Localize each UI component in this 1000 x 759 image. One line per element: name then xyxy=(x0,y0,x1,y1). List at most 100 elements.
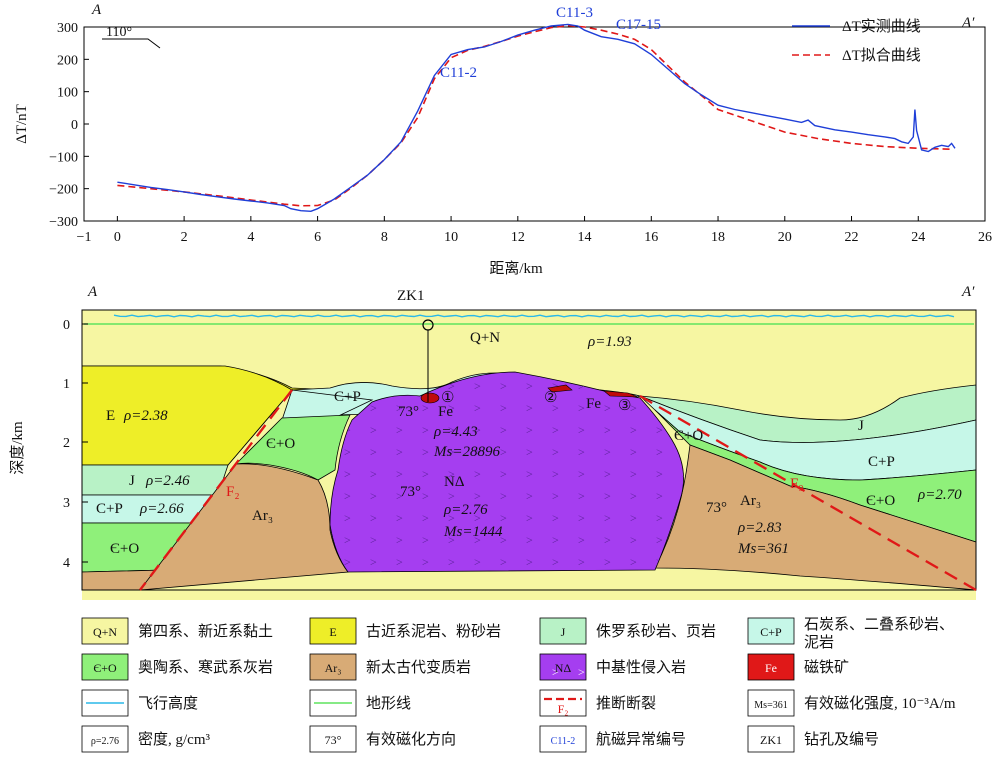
legend-fit-label: ΔT拟合曲线 xyxy=(842,47,921,64)
legend-swatch xyxy=(81,617,129,645)
x-tick-label: 12 xyxy=(511,230,525,245)
legend-swatch xyxy=(747,653,795,681)
series-fit-line xyxy=(117,24,952,207)
x-tick-label: 2 xyxy=(181,230,188,245)
ore-number-3: ③ xyxy=(618,398,631,414)
legend-text: 有效磁化方向 xyxy=(366,731,456,748)
legend-swatch xyxy=(309,725,357,753)
label-eo-left-lower: Є+O xyxy=(110,541,139,557)
ore-body-1 xyxy=(420,392,440,404)
label-j-right: J xyxy=(858,418,864,434)
legend-symbol: Є+O xyxy=(93,661,117,675)
dip-nd: 73° xyxy=(400,484,421,500)
anomaly-label-c11-3: C11-3 xyxy=(556,5,593,21)
legend-swatch xyxy=(81,725,129,753)
density-nd: ρ=2.76 xyxy=(443,502,488,518)
fault-f9-label: F₉ xyxy=(790,476,804,492)
y-tick-label: −300 xyxy=(49,215,78,230)
label-ar-left: Ar₃ xyxy=(252,508,273,524)
density-qn: ρ=1.93 xyxy=(587,334,632,350)
legend-text: 奥陶系、寒武系灰岩 xyxy=(138,658,273,676)
y-tick-label: −200 xyxy=(49,183,78,198)
legend-item: Ar₃ 新太古代变质岩 xyxy=(309,653,471,681)
legend-swatch xyxy=(747,617,795,645)
legend-text: 密度, g/cm³ xyxy=(138,731,210,748)
x-tick-label: 8 xyxy=(381,230,388,245)
depth-axis: 0 1 2 3 4 xyxy=(63,318,88,571)
x-tick-label: 26 xyxy=(978,230,992,245)
legend-symbol: Ms=361 xyxy=(754,700,787,711)
label-eo-left: Є+O xyxy=(266,436,295,452)
label-eo-right: Є+O xyxy=(866,493,895,509)
legend-symbol: J xyxy=(561,625,566,639)
legend-text: 新太古代变质岩 xyxy=(366,659,471,676)
unit-nd-pattern xyxy=(330,372,684,572)
legend-swatch xyxy=(309,653,357,681)
legend-item: 地形线 xyxy=(309,689,411,717)
density-e: ρ=2.38 xyxy=(123,408,168,424)
legend-text: 石炭系、二叠系砂岩、 xyxy=(804,616,954,633)
depth-tick-label: 1 xyxy=(63,377,70,392)
depth-tick-label: 4 xyxy=(63,556,70,571)
legend-text: 古近系泥岩、粉砂岩 xyxy=(366,623,501,640)
dip-fe: 73° xyxy=(398,404,419,420)
legend-item: 73° 有效磁化方向 xyxy=(309,725,456,753)
legend-swatch xyxy=(747,689,795,717)
y-tick-label: 100 xyxy=(57,86,78,101)
legend-symbol: C+P xyxy=(760,625,782,639)
label-nd: NΔ xyxy=(444,474,465,490)
legend-symbol: E xyxy=(329,625,336,639)
legend-symbol: Ar₃ xyxy=(325,661,342,675)
legend-swatch xyxy=(539,689,587,717)
ms-nd: Ms=1444 xyxy=(443,524,503,540)
y-tick-label: 0 xyxy=(71,118,78,133)
legend-text-line2: 泥岩 xyxy=(804,634,834,651)
unit-e-region xyxy=(81,365,293,466)
y-tick-label: 300 xyxy=(57,21,78,36)
fault-f2-label: F₂ xyxy=(226,484,240,500)
x-tick-label: 24 xyxy=(911,230,925,245)
legend-text: 有效磁化强度, 10⁻³A/m xyxy=(804,695,956,712)
dip-ar: 73° xyxy=(706,500,727,516)
legend-item: Є+O 奥陶系、寒武系灰岩 xyxy=(81,653,273,681)
x-tick-label: 18 xyxy=(711,230,725,245)
legend-item: Q+N 第四系、新近系黏土 xyxy=(81,617,273,645)
ore-body-3 xyxy=(603,390,639,398)
density-j: ρ=2.46 xyxy=(145,473,190,489)
legend-text: 第四系、新近系黏土 xyxy=(138,622,273,640)
direction-indicator: 110° xyxy=(102,25,161,49)
chart-legend: ΔT实测曲线 ΔT拟合曲线 xyxy=(792,18,921,64)
x-tick-label: −1 xyxy=(77,230,92,245)
legend-item: F₂ 推断断裂 xyxy=(539,689,656,717)
endpoint-a-bottom: A xyxy=(87,284,98,300)
ore-number-1: ① xyxy=(441,390,454,406)
ore-body-2 xyxy=(547,384,573,393)
legend-item: ZK1 钻孔及编号 xyxy=(747,725,879,753)
legend-text: 钻孔及编号 xyxy=(804,731,879,748)
direction-arrow xyxy=(102,38,161,49)
flight-altitude-line xyxy=(113,314,955,318)
unit-eo-left-mid xyxy=(234,414,351,481)
x-tick-label: 22 xyxy=(845,230,859,245)
label-cp-right: C+P xyxy=(868,454,895,470)
legend-symbol: ρ=2.76 xyxy=(91,736,119,747)
x-tick-label: 6 xyxy=(314,230,321,245)
legend-swatch xyxy=(539,725,587,753)
legend-symbol: ZK1 xyxy=(760,733,782,747)
legend-item: NΔ 中基性侵入岩 xyxy=(539,653,686,681)
legend-swatch xyxy=(747,725,795,753)
fault-f2 xyxy=(139,389,293,591)
legend-measured-label: ΔT实测曲线 xyxy=(842,18,921,35)
section-frame xyxy=(81,309,977,591)
legend-item: ρ=2.76 密度, g/cm³ xyxy=(81,725,210,753)
label-e: E xyxy=(106,408,115,424)
x-axis-title: 距离/km xyxy=(489,260,543,277)
x-tick-label: 16 xyxy=(644,230,658,245)
label-qn: Q+N xyxy=(470,330,500,346)
series-measured-line xyxy=(117,23,956,213)
legend-item: Fe 磁铁矿 xyxy=(747,653,849,681)
delta-t-chart: −1 0 2 4 6 8 10 12 14 16 18 20 22 24 26 3002001000−100… xyxy=(14,2,992,277)
legend-item: J 侏罗系砂岩、页岩 xyxy=(539,617,716,645)
endpoint-a-top: A xyxy=(91,2,102,18)
legend-swatch xyxy=(539,617,587,645)
